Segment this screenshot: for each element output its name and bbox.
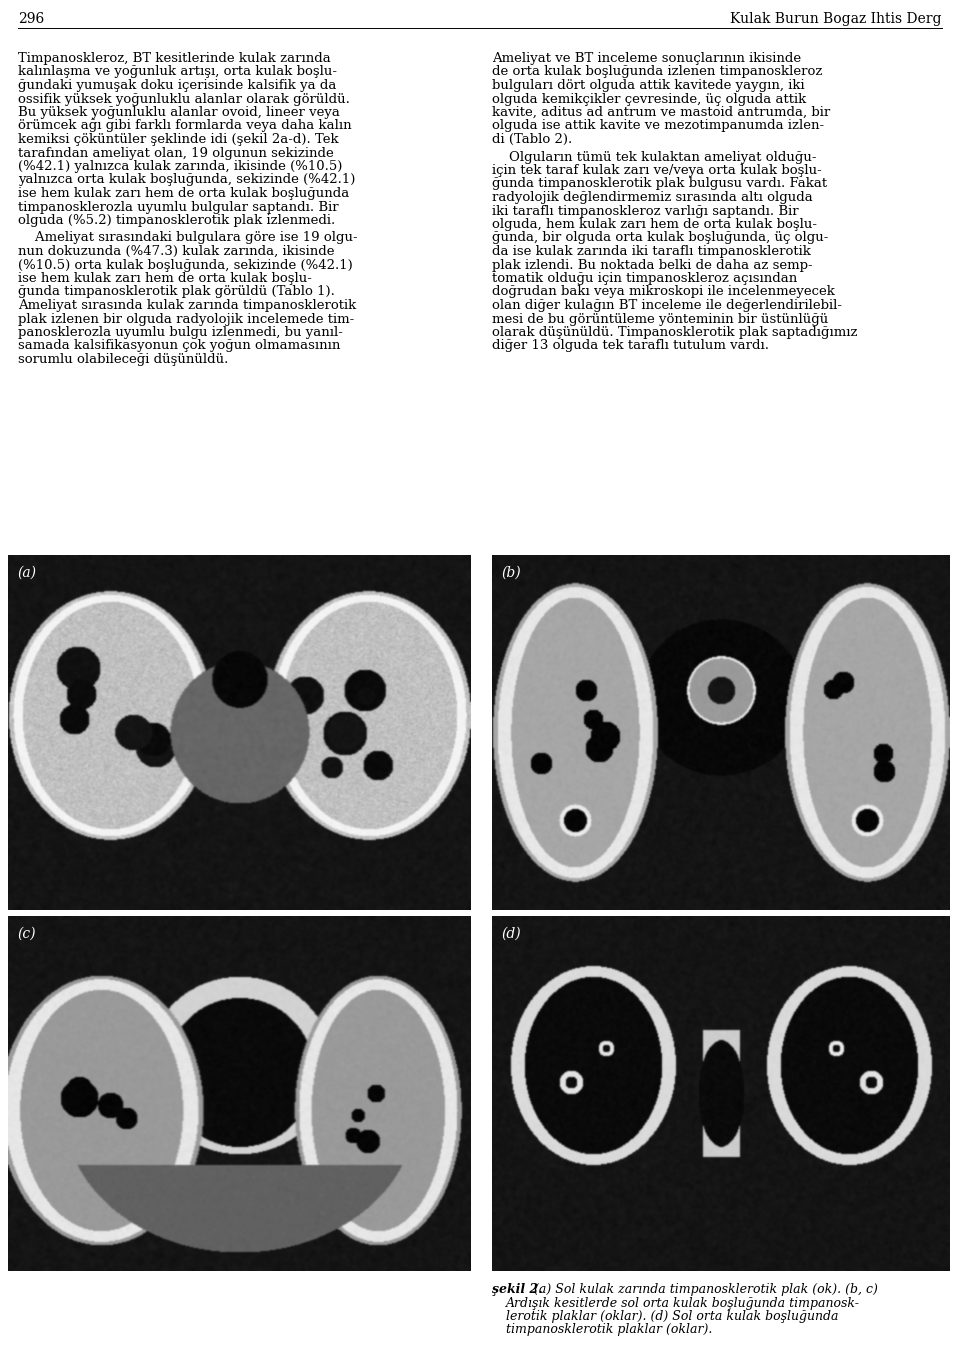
Text: de orta kulak boşluğunda izlenen timpanoskleroz: de orta kulak boşluğunda izlenen timpano… <box>492 66 823 78</box>
Text: 296: 296 <box>18 12 44 26</box>
Text: (%10.5) orta kulak boşluğunda, sekizinde (%42.1): (%10.5) orta kulak boşluğunda, sekizinde… <box>18 259 352 271</box>
Text: örümcek ağı gibi farklı formlarda veya daha kalın: örümcek ağı gibi farklı formlarda veya d… <box>18 120 351 132</box>
Text: bulguları dört olguda attik kavitede yaygın, iki: bulguları dört olguda attik kavitede yay… <box>492 80 804 92</box>
Text: (a) Sol kulak zarında timpanosklerotik plak (ok). (b, c): (a) Sol kulak zarında timpanosklerotik p… <box>534 1283 877 1295</box>
Text: radyolojik değlendirmemiz sırasında altı olguda: radyolojik değlendirmemiz sırasında altı… <box>492 191 813 204</box>
Text: doğrudan bakı veya mikroskopi ile incelenmeyecek: doğrudan bakı veya mikroskopi ile incele… <box>492 286 835 298</box>
Text: (a): (a) <box>17 566 36 580</box>
Text: ise hem kulak zarı hem de orta kulak boşluğunda: ise hem kulak zarı hem de orta kulak boş… <box>18 187 349 200</box>
Text: ossifik yüksek yoğunluklu alanlar olarak görüldü.: ossifik yüksek yoğunluklu alanlar olarak… <box>18 93 349 105</box>
Text: plak izlendi. Bu noktada belki de daha az semp-: plak izlendi. Bu noktada belki de daha a… <box>492 259 812 271</box>
Text: kalınlaşma ve yoğunluk artışı, orta kulak boşlu-: kalınlaşma ve yoğunluk artışı, orta kula… <box>18 66 337 78</box>
Text: Ameliyat ve BT inceleme sonuçlarının ikisinde: Ameliyat ve BT inceleme sonuçlarının iki… <box>492 53 802 65</box>
Text: (%42.1) yalnızca kulak zarında, ikisinde (%10.5): (%42.1) yalnızca kulak zarında, ikisinde… <box>18 160 343 173</box>
Text: (d): (d) <box>501 926 520 941</box>
Text: Timpanoskleroz, BT kesitlerinde kulak zarında: Timpanoskleroz, BT kesitlerinde kulak za… <box>18 53 331 65</box>
Text: nun dokuzunda (%47.3) kulak zarında, ikisinde: nun dokuzunda (%47.3) kulak zarında, iki… <box>18 245 334 257</box>
Text: (c): (c) <box>17 926 36 941</box>
Text: timpanosklerozla uyumlu bulgular saptandı. Bir: timpanosklerozla uyumlu bulgular saptand… <box>18 201 339 213</box>
Text: di (Tablo 2).: di (Tablo 2). <box>492 133 572 146</box>
Text: olguda kemikçikler çevresinde, üç olguda attik: olguda kemikçikler çevresinde, üç olguda… <box>492 93 806 105</box>
Text: (b): (b) <box>501 566 520 580</box>
Text: olguda ise attik kavite ve mezotimpanumda izlen-: olguda ise attik kavite ve mezotimpanumd… <box>492 120 824 132</box>
Text: için tek taraf kulak zarı ve/veya orta kulak boşlu-: için tek taraf kulak zarı ve/veya orta k… <box>492 164 822 177</box>
Text: ğundaki yumuşak doku içerisinde kalsifik ya da: ğundaki yumuşak doku içerisinde kalsifik… <box>18 80 336 92</box>
Text: samada kalsifikasyonun çok yoğun olmamasının: samada kalsifikasyonun çok yoğun olmamas… <box>18 340 341 352</box>
Text: ğunda, bir olguda orta kulak boşluğunda, üç olgu-: ğunda, bir olguda orta kulak boşluğunda,… <box>492 232 828 244</box>
Text: tarafından ameliyat olan, 19 olgunun sekizinde: tarafından ameliyat olan, 19 olgunun sek… <box>18 147 334 159</box>
Text: da ise kulak zarında iki taraflı timpanosklerotik: da ise kulak zarında iki taraflı timpano… <box>492 245 811 257</box>
Text: timpanosklerotik plaklar (oklar).: timpanosklerotik plaklar (oklar). <box>506 1324 712 1336</box>
Text: Kulak Burun Bogaz Ihtis Derg: Kulak Burun Bogaz Ihtis Derg <box>731 12 942 26</box>
Text: plak izlenen bir olguda radyolojik incelemede tim-: plak izlenen bir olguda radyolojik incel… <box>18 313 354 325</box>
Text: ğunda timpanosklerotik plak görüldü (Tablo 1).: ğunda timpanosklerotik plak görüldü (Tab… <box>18 286 335 298</box>
Text: Ameliyat sırasında kulak zarında timpanosklerotik: Ameliyat sırasında kulak zarında timpano… <box>18 299 356 311</box>
Text: iki taraflı timpanoskleroz varlığı saptandı. Bir: iki taraflı timpanoskleroz varlığı sapta… <box>492 205 799 217</box>
Text: sorumlu olabileceği düşünüldü.: sorumlu olabileceği düşünüldü. <box>18 353 228 367</box>
Text: tomatik olduğu için timpanoskleroz açısından: tomatik olduğu için timpanoskleroz açısı… <box>492 272 797 284</box>
Text: Ardışık kesitlerde sol orta kulak boşluğunda timpanosk-: Ardışık kesitlerde sol orta kulak boşluğ… <box>506 1297 860 1309</box>
Text: panosklerozla uyumlu bulgu izlenmedi, bu yanıl-: panosklerozla uyumlu bulgu izlenmedi, bu… <box>18 326 343 338</box>
Text: Bu yüksek yoğunluklu alanlar ovoid, lineer veya: Bu yüksek yoğunluklu alanlar ovoid, line… <box>18 106 340 119</box>
Text: Olguların tümü tek kulaktan ameliyat olduğu-: Olguların tümü tek kulaktan ameliyat old… <box>492 151 817 163</box>
Text: şekil 2.: şekil 2. <box>492 1283 542 1295</box>
Text: Ameliyat sırasındaki bulgulara göre ise 19 olgu-: Ameliyat sırasındaki bulgulara göre ise … <box>18 232 358 244</box>
Text: ğunda timpanosklerotik plak bulgusu vardı. Fakat: ğunda timpanosklerotik plak bulgusu vard… <box>492 178 828 190</box>
Text: kavite, aditus ad antrum ve mastoid antrumda, bir: kavite, aditus ad antrum ve mastoid antr… <box>492 106 830 119</box>
Text: lerotik plaklar (oklar). (d) Sol orta kulak boşluğunda: lerotik plaklar (oklar). (d) Sol orta ku… <box>506 1310 838 1322</box>
Text: ise hem kulak zarı hem de orta kulak boşlu-: ise hem kulak zarı hem de orta kulak boş… <box>18 272 312 284</box>
Text: kemiksi çöküntüler şeklinde idi (şekil 2a-d). Tek: kemiksi çöküntüler şeklinde idi (şekil 2… <box>18 133 339 146</box>
Text: olguda, hem kulak zarı hem de orta kulak boşlu-: olguda, hem kulak zarı hem de orta kulak… <box>492 218 817 231</box>
Text: olguda (%5.2) timpanosklerotik plak izlenmedi.: olguda (%5.2) timpanosklerotik plak izle… <box>18 214 335 226</box>
Text: olan diğer kulağın BT inceleme ile değerlendirilebil-: olan diğer kulağın BT inceleme ile değer… <box>492 299 842 311</box>
Text: olarak düşünüldü. Timpanosklerotik plak saptadığımız: olarak düşünüldü. Timpanosklerotik plak … <box>492 326 857 338</box>
Text: mesi de bu görüntüleme yönteminin bir üstünlüğü: mesi de bu görüntüleme yönteminin bir üs… <box>492 313 828 325</box>
Text: diğer 13 olguda tek taraflı tutulum vardı.: diğer 13 olguda tek taraflı tutulum vard… <box>492 340 769 352</box>
Text: yalnızca orta kulak boşluğunda, sekizinde (%42.1): yalnızca orta kulak boşluğunda, sekizind… <box>18 174 355 186</box>
